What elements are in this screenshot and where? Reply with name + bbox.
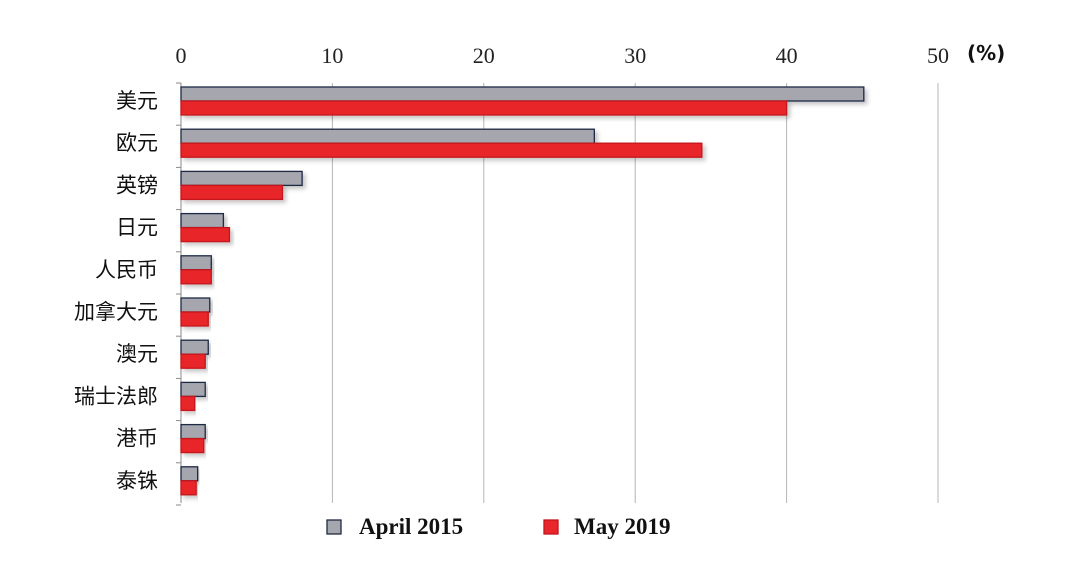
bar-april-2015 bbox=[180, 128, 595, 144]
category-label: 人民币 bbox=[95, 258, 158, 282]
bar-may-2019 bbox=[180, 311, 209, 327]
x-tick-label: 0 bbox=[176, 43, 187, 68]
bar-april-2015 bbox=[180, 86, 865, 102]
bar-april-2015 bbox=[180, 466, 199, 482]
unit-label: (%) bbox=[967, 41, 1005, 65]
x-tick-label: 10 bbox=[321, 43, 343, 68]
axes bbox=[176, 82, 182, 506]
bar-may-2019 bbox=[180, 395, 196, 412]
x-tick-label: 30 bbox=[624, 43, 646, 68]
bar-april-2015 bbox=[180, 170, 303, 187]
legend-swatch bbox=[543, 519, 559, 535]
category-label: 瑞士法郎 bbox=[74, 384, 158, 408]
x-tick-label: 50 bbox=[927, 43, 949, 68]
category-label: 欧元 bbox=[116, 131, 158, 155]
category-label: 美元 bbox=[116, 89, 158, 113]
category-label: 港币 bbox=[116, 427, 158, 451]
x-tick-label: 40 bbox=[776, 43, 798, 68]
x-tick-label: 20 bbox=[473, 43, 495, 68]
legend-label: April 2015 bbox=[359, 514, 463, 539]
bar-april-2015 bbox=[180, 255, 212, 271]
bar-april-2015 bbox=[180, 297, 211, 313]
bar-april-2015 bbox=[180, 381, 206, 398]
bars bbox=[180, 86, 865, 496]
bar-may-2019 bbox=[180, 226, 231, 243]
bar-may-2019 bbox=[180, 437, 205, 454]
legend-swatch bbox=[326, 519, 342, 535]
category-label: 英镑 bbox=[116, 173, 158, 197]
legend: April 2015 May 2019 bbox=[326, 514, 670, 539]
bar-april-2015 bbox=[180, 423, 206, 440]
bar-may-2019 bbox=[180, 269, 212, 285]
bar-may-2019 bbox=[180, 353, 206, 369]
bar-may-2019 bbox=[180, 100, 788, 116]
bar-april-2015 bbox=[180, 212, 225, 229]
category-label: 日元 bbox=[116, 216, 158, 240]
bar-may-2019 bbox=[180, 142, 703, 158]
legend-label: May 2019 bbox=[574, 514, 670, 539]
category-label: 加拿大元 bbox=[74, 300, 158, 324]
bar-may-2019 bbox=[180, 480, 197, 496]
category-label: 泰铢 bbox=[116, 469, 158, 493]
bar-may-2019 bbox=[180, 184, 284, 201]
bar-april-2015 bbox=[180, 339, 209, 355]
category-label: 澳元 bbox=[116, 342, 158, 366]
